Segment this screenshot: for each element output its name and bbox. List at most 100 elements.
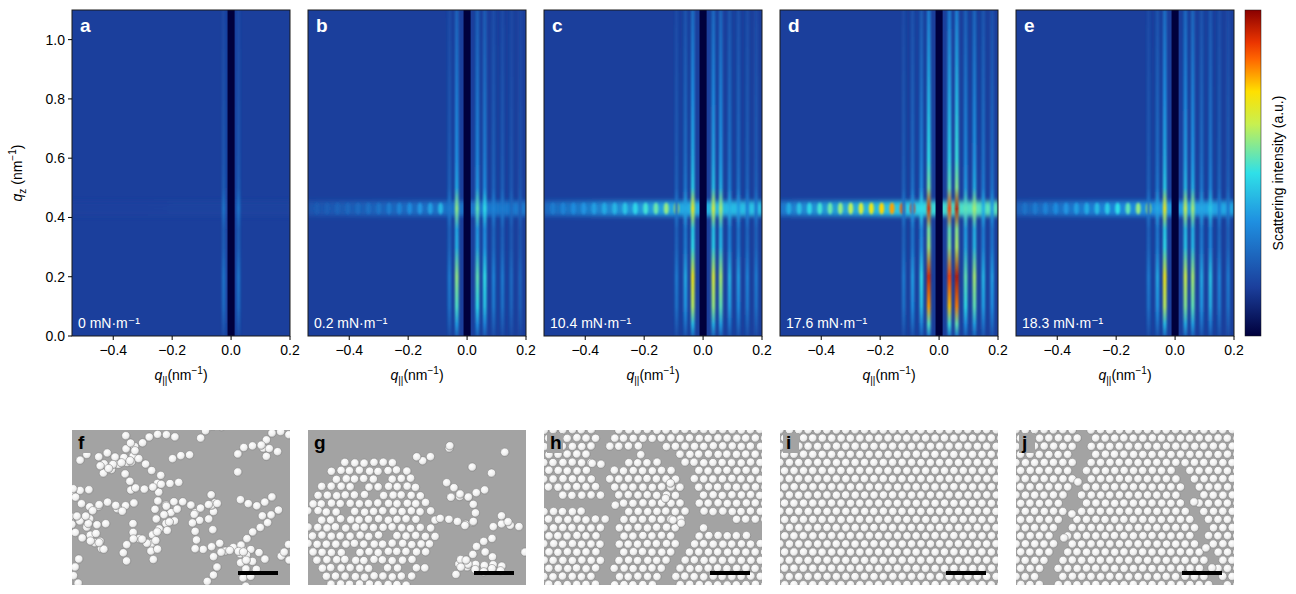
particle	[756, 572, 762, 580]
particle	[874, 548, 882, 556]
particle	[1167, 564, 1175, 572]
particle	[138, 439, 146, 447]
particle	[954, 507, 962, 515]
particle	[809, 581, 817, 585]
particle	[1059, 556, 1067, 564]
particle	[591, 564, 599, 572]
particle	[1143, 556, 1151, 564]
particle	[917, 572, 925, 580]
particle	[497, 512, 505, 520]
particle	[751, 564, 759, 572]
particle	[709, 540, 717, 548]
particle	[959, 515, 967, 523]
particle	[737, 459, 745, 467]
particle	[662, 556, 670, 564]
particle	[657, 434, 665, 442]
particle	[643, 459, 651, 467]
particle	[1139, 581, 1147, 585]
particle	[742, 483, 750, 491]
particle	[615, 573, 623, 581]
particle	[922, 499, 930, 507]
particle	[240, 443, 248, 451]
particle	[846, 532, 854, 540]
particle	[804, 475, 812, 483]
particle	[846, 580, 854, 585]
particle	[639, 499, 647, 507]
particle	[1171, 572, 1179, 580]
particle	[828, 434, 836, 442]
particle	[828, 581, 836, 585]
particle	[446, 442, 454, 450]
particle	[912, 548, 920, 556]
particle	[799, 548, 807, 556]
particle	[374, 499, 382, 507]
particle	[1233, 548, 1234, 556]
particle	[950, 499, 958, 507]
particle	[728, 442, 736, 450]
particle	[421, 564, 429, 572]
particle	[620, 483, 628, 491]
particle	[427, 507, 435, 515]
particle	[1195, 450, 1203, 458]
particle	[926, 556, 934, 564]
particle	[606, 475, 614, 483]
particle	[827, 467, 835, 475]
particle	[827, 564, 835, 572]
particle	[1228, 459, 1234, 467]
particle	[406, 524, 414, 532]
particle	[1026, 532, 1034, 540]
particle	[610, 564, 618, 572]
particle	[568, 524, 576, 532]
particle	[166, 479, 174, 487]
particle	[950, 548, 958, 556]
bragg-rod	[1200, 10, 1204, 336]
particle	[898, 507, 906, 515]
background	[1016, 10, 1234, 336]
sem-background	[1016, 430, 1234, 585]
particle	[95, 453, 103, 461]
particle	[578, 556, 586, 564]
particle	[1068, 458, 1076, 466]
particle	[126, 439, 134, 447]
particle	[704, 467, 712, 475]
particle	[1068, 510, 1076, 518]
particle	[846, 548, 854, 556]
particle	[1016, 524, 1020, 532]
beamstop	[700, 10, 707, 336]
particle	[1233, 564, 1234, 572]
particle	[968, 450, 976, 458]
particle	[856, 483, 864, 491]
particle	[1228, 523, 1234, 531]
particle	[173, 505, 181, 513]
particle	[624, 491, 632, 499]
particle	[1096, 524, 1104, 532]
particle	[379, 507, 387, 515]
particle	[761, 499, 762, 507]
particle	[554, 580, 562, 585]
particle	[964, 458, 972, 466]
particle	[322, 508, 330, 516]
particle	[408, 572, 416, 580]
particle	[119, 549, 127, 557]
particle	[1054, 499, 1062, 507]
particle	[1209, 475, 1217, 483]
particle	[737, 507, 745, 515]
particle	[154, 497, 162, 505]
particle	[879, 491, 887, 499]
particle	[162, 431, 170, 439]
particle	[393, 500, 401, 508]
particle	[681, 507, 689, 515]
particle	[1097, 475, 1105, 483]
particle	[1228, 572, 1234, 580]
particle	[903, 548, 911, 556]
particle	[1223, 499, 1231, 507]
particle	[1017, 499, 1025, 507]
particle	[926, 430, 934, 434]
particle	[1134, 523, 1142, 531]
particle	[898, 442, 906, 450]
particle	[875, 499, 883, 507]
particle	[1158, 499, 1166, 507]
particle	[77, 500, 85, 508]
particle	[1101, 483, 1109, 491]
particle	[204, 500, 212, 508]
